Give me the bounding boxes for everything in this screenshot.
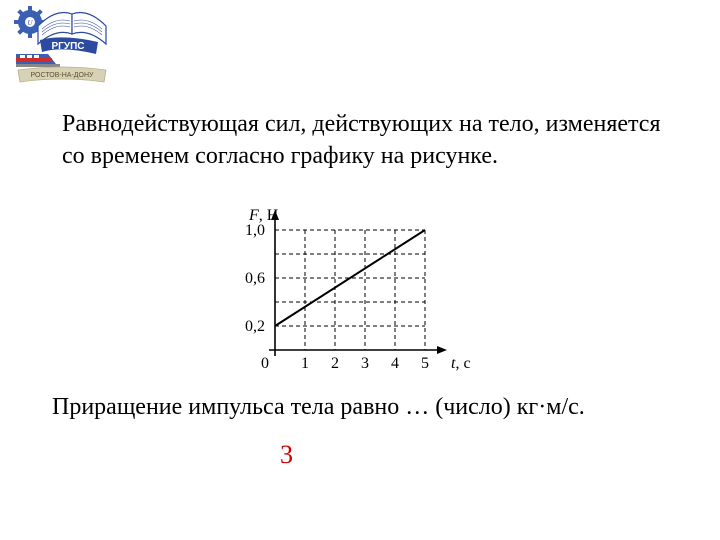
origin-label: 0: [261, 355, 269, 372]
x-tick-label: 4: [391, 355, 399, 372]
logo-svg: U РГУПС РОСТОВ-НА-ДОНУ: [14, 6, 110, 90]
page: U РГУПС РОСТОВ-НА-ДОНУ Равнодействующая …: [0, 0, 720, 540]
x-axis-label: t, с: [451, 355, 471, 372]
train-icon: [16, 54, 60, 67]
chart-svg: 1 2 3 4 5 0 0,2 0,6 1,0F, Н t, с: [205, 200, 505, 390]
logo-bottom-ribbon: РОСТОВ-НА-ДОНУ: [18, 67, 106, 82]
svg-text:РГУПС: РГУПС: [52, 41, 85, 52]
x-tick-label: 1: [301, 355, 309, 372]
y-tick-label: 0,2: [245, 318, 265, 335]
x-axis-arrow: [437, 346, 447, 354]
x-tick-label: 2: [331, 355, 339, 372]
svg-text:РОСТОВ-НА-ДОНУ: РОСТОВ-НА-ДОНУ: [31, 72, 94, 79]
y-tick-label: 0,6: [245, 270, 265, 287]
answer-value: 3: [280, 440, 293, 470]
force-time-chart: 1 2 3 4 5 0 0,2 0,6 1,0F, Н t, с: [205, 200, 505, 395]
x-tick-label: 5: [421, 355, 429, 372]
answer-prompt: Приращение импульса тела равно … (число)…: [52, 392, 682, 423]
y-axis-label: F, Н: [248, 207, 279, 224]
university-logo: U РГУПС РОСТОВ-НА-ДОНУ: [14, 6, 110, 95]
logo-ribbon: РГУПС: [40, 37, 98, 54]
problem-statement: Равнодействующая сил, действующих на тел…: [62, 108, 682, 173]
y-tick-label: 1,0: [245, 222, 265, 239]
x-tick-label: 3: [361, 355, 369, 372]
